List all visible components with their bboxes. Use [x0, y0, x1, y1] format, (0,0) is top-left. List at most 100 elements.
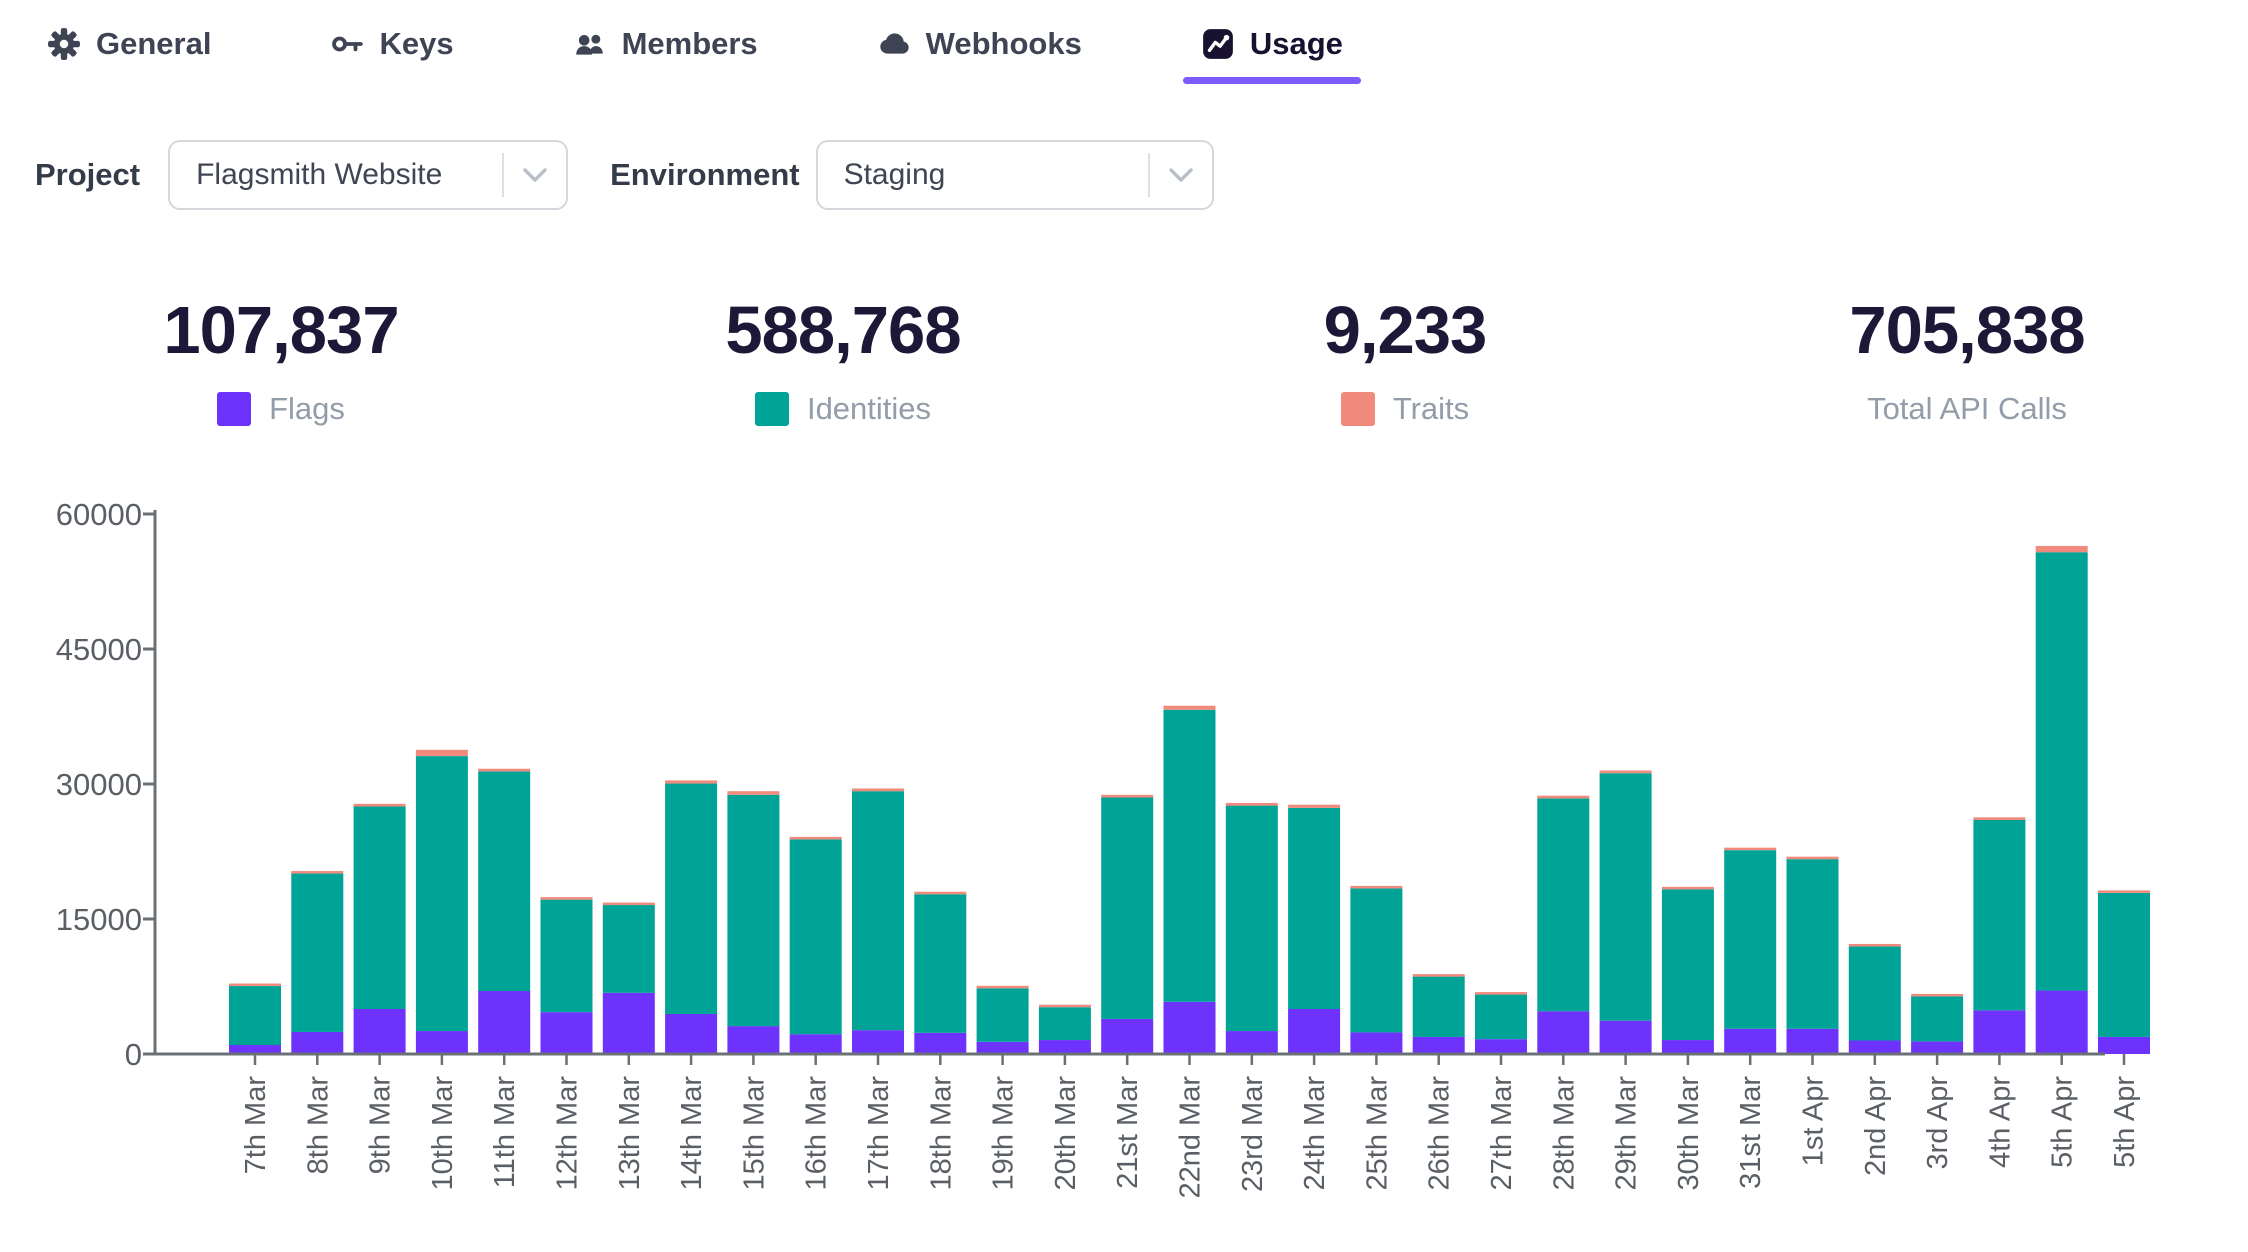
bar-segment-flags [1537, 1011, 1590, 1054]
x-axis-label: 2nd Apr [1860, 1076, 1892, 1176]
tab-label: Keys [379, 26, 454, 61]
bar-segment-identities [1724, 850, 1777, 1029]
bar-segment-flags [1225, 1031, 1278, 1054]
bar-segment-identities [852, 791, 904, 1031]
select-divider [502, 153, 505, 197]
bar-segment-flags [1911, 1041, 1964, 1054]
bar-segment-flags [1599, 1020, 1652, 1054]
bar-segment-traits [1412, 974, 1465, 977]
x-axis-label: 7th Mar [240, 1076, 272, 1175]
bar-segment-identities [1038, 1007, 1091, 1041]
x-axis-label: 9th Mar [365, 1076, 397, 1175]
bar-segment-flags [1412, 1036, 1465, 1054]
x-axis-label: 18th Mar [925, 1076, 957, 1191]
bar-segment-identities [789, 839, 842, 1035]
bar-segment-identities [914, 894, 967, 1033]
bar-segment-traits [665, 780, 718, 784]
bar-segment-identities [1350, 888, 1403, 1033]
bar-segment-flags [1101, 1018, 1154, 1054]
x-axis-label: 4th Apr [1984, 1076, 2016, 1168]
bar-segment-flags [1475, 1039, 1527, 1054]
bar-segment-identities [1599, 773, 1652, 1021]
bar-segment-traits [1101, 794, 1154, 798]
gear-icon [48, 28, 80, 60]
bar-segment-identities [1163, 709, 1216, 1002]
x-axis-label: 27th Mar [1486, 1076, 1518, 1191]
bar-segment-identities [1225, 805, 1278, 1032]
bar-segment-identities [478, 771, 531, 991]
bar-segment-flags [353, 1009, 406, 1054]
x-axis-label: 19th Mar [988, 1076, 1020, 1191]
bar-segment-flags [478, 991, 531, 1054]
tab-general[interactable]: General [45, 20, 213, 80]
bar-segment-identities [1101, 797, 1154, 1019]
bar-segment-flags [852, 1030, 904, 1054]
stat-value: 107,837 [163, 293, 399, 368]
x-axis-label: 11th Mar [489, 1076, 521, 1189]
bar-segment-traits [1163, 705, 1216, 710]
stat-identities: 588,768 Identities [562, 292, 1124, 429]
x-axis-label: 1st Apr [1798, 1076, 1830, 1167]
x-axis-label: 10th Mar [427, 1076, 459, 1191]
bar-segment-flags [789, 1034, 842, 1054]
environment-select[interactable]: Staging [815, 140, 1214, 210]
stat-label: Total API Calls [1867, 391, 2067, 426]
bar-segment-flags [665, 1013, 718, 1054]
bar-segment-traits [1786, 856, 1839, 860]
usage-chart: 0 15000 30000 45000 60000 7th Mar 8th Mar 9th M… [56, 497, 2150, 1199]
bar-segment-traits [602, 902, 655, 906]
tab-label: Webhooks [925, 26, 1082, 61]
tab-label: Usage [1249, 26, 1343, 61]
bar-segment-traits [478, 768, 531, 772]
bar-segment-traits [1599, 770, 1652, 774]
traits-legend-swatch [1340, 392, 1375, 426]
bar-segment-traits [353, 803, 406, 807]
bar-segment-flags [1724, 1028, 1777, 1054]
bar-segment-traits [1848, 943, 1901, 947]
chevron-down-icon [504, 167, 566, 183]
flags-legend-swatch [217, 392, 252, 426]
tab-label: General [96, 26, 212, 61]
x-axis-label: 5th Apr [2109, 1076, 2141, 1168]
x-axis-label: 31st Mar [1735, 1076, 1767, 1189]
bar-segment-identities [665, 783, 718, 1014]
tab-webhooks[interactable]: Webhooks [875, 20, 1084, 80]
bar-segment-traits [1537, 795, 1590, 799]
cloud-icon [879, 33, 909, 54]
bar-segment-flags [540, 1012, 593, 1054]
bar-segment-identities [1786, 859, 1839, 1029]
x-axis-label: 14th Mar [676, 1076, 708, 1191]
chart-icon [1202, 29, 1233, 59]
bar-segment-identities [1848, 946, 1901, 1041]
bar-segment-flags [1163, 1001, 1216, 1054]
bar-segment-traits [2035, 545, 2088, 553]
members-icon [575, 34, 603, 55]
bar-segment-flags [2035, 990, 2088, 1054]
tab-usage[interactable]: Usage [1182, 20, 1361, 84]
tab-keys[interactable]: Keys [328, 20, 455, 80]
bar-segment-identities [229, 986, 281, 1045]
bar-segment-identities [1661, 889, 1714, 1041]
bar-segment-flags [291, 1031, 344, 1054]
stat-value: 705,838 [1849, 293, 2085, 368]
tab-members[interactable]: Members [571, 20, 760, 80]
bar-segment-flags [1848, 1040, 1901, 1054]
stat-label: Flags [269, 391, 345, 426]
x-axis-label: 16th Mar [801, 1076, 833, 1191]
x-axis-label: 8th Mar [302, 1076, 334, 1175]
bar-segment-flags [1288, 1009, 1341, 1054]
project-select[interactable]: Flagsmith Website [168, 140, 569, 210]
bar-segment-traits [1911, 993, 1964, 997]
stat-traits: 9,233 Traits [1124, 292, 1686, 429]
x-axis-label: 3rd Apr [1922, 1076, 1954, 1170]
bar-segment-traits [1225, 802, 1278, 806]
bar-segment-flags [1973, 1010, 2026, 1054]
bar-segment-identities [415, 756, 468, 1032]
stat-value: 9,233 [1323, 293, 1488, 368]
bar-segment-flags [415, 1031, 468, 1054]
bar-segment-traits [1973, 817, 2026, 820]
bar-segment-identities [291, 873, 344, 1032]
bar-segment-traits [291, 871, 344, 874]
x-axis-label: 24th Mar [1299, 1076, 1331, 1191]
